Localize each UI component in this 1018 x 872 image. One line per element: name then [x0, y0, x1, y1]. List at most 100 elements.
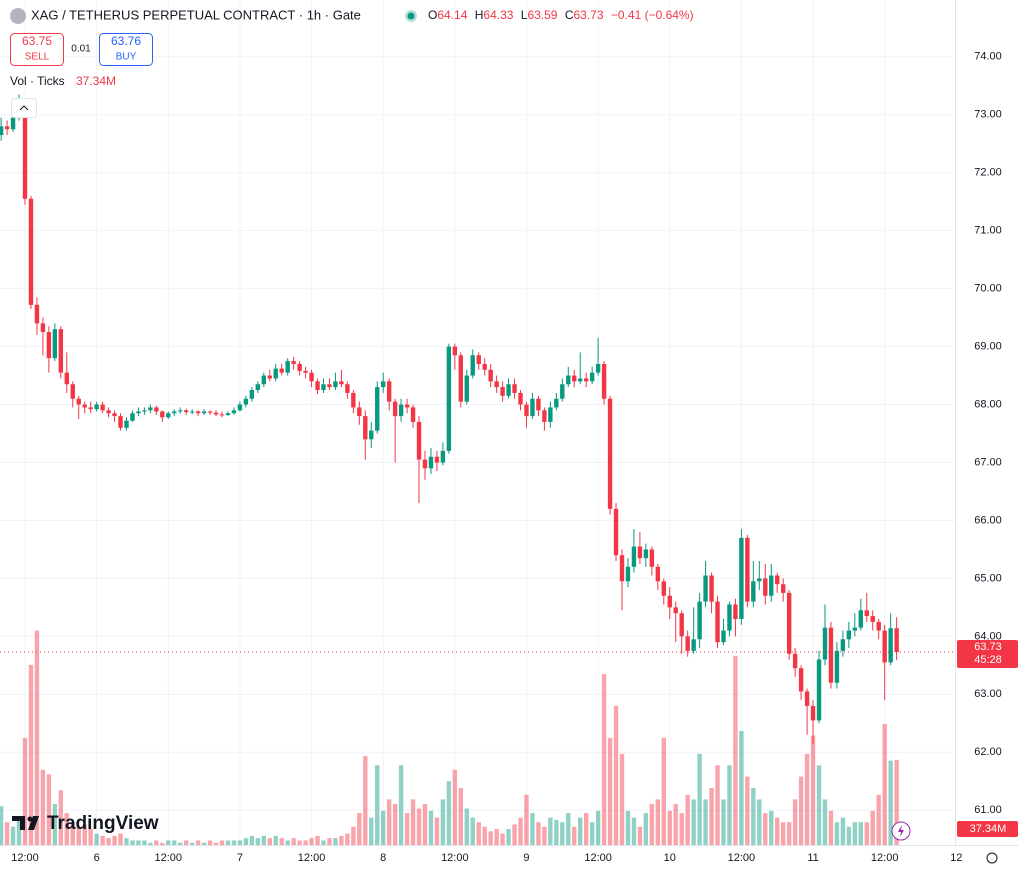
buy-button[interactable]	[99, 33, 153, 66]
volume-bar	[70, 822, 75, 845]
x-tick-label: 11	[807, 852, 818, 864]
volume-bar	[476, 822, 481, 845]
x-tick-label: 8	[380, 852, 386, 864]
volume-bar	[864, 822, 869, 845]
logo-dot	[27, 816, 33, 822]
volume-bar	[775, 817, 780, 845]
y-tick-label: 66.00	[974, 514, 1002, 526]
candle-body	[416, 421, 422, 460]
volume-bar	[828, 810, 834, 845]
candle-body	[488, 369, 493, 382]
volume-bar	[655, 799, 661, 845]
volume-bar	[500, 833, 505, 845]
volume-bar	[154, 840, 159, 845]
volume-bar	[46, 774, 52, 845]
candle-body	[512, 384, 517, 393]
candle-body	[428, 456, 434, 469]
candle-body	[780, 584, 786, 593]
volume-bar	[739, 731, 744, 845]
volume-bar	[381, 810, 386, 845]
candle-body	[643, 549, 649, 559]
candle-body	[661, 581, 666, 596]
candle-body	[243, 398, 249, 405]
candle-body	[536, 398, 541, 411]
volume-pane	[0, 630, 899, 845]
settings-icon[interactable]	[986, 852, 998, 864]
volume-bar	[548, 817, 553, 845]
candle-body	[506, 384, 511, 396]
candle-body	[822, 627, 828, 660]
candle-body	[667, 595, 672, 608]
x-tick-label: 9	[523, 852, 529, 864]
collapse-button[interactable]	[11, 98, 37, 118]
volume-bar	[882, 724, 887, 845]
volume-bar	[745, 776, 750, 845]
symbol-icon	[10, 8, 26, 24]
candle-body	[64, 372, 69, 385]
candle-body	[213, 412, 219, 415]
low-label: L	[521, 8, 528, 22]
candle-body	[201, 411, 207, 414]
volume-bar	[243, 838, 249, 845]
volume-bar	[136, 840, 141, 845]
volume-bar	[22, 737, 28, 845]
candle-body	[40, 323, 46, 333]
volume-bar	[583, 813, 589, 845]
candle-body	[231, 410, 237, 414]
candle-body	[786, 592, 792, 654]
candle-body	[566, 375, 571, 385]
volume-bar	[685, 794, 690, 845]
volume-bar	[852, 822, 858, 845]
candle-body	[578, 378, 583, 382]
candle-body	[739, 537, 744, 619]
volume-bar	[255, 838, 261, 845]
y-tick-label: 73.00	[974, 109, 1002, 121]
candle-body	[834, 650, 840, 683]
candle-body	[315, 381, 320, 391]
candle-body	[34, 304, 40, 324]
candle-body	[607, 398, 613, 509]
candle-body	[10, 117, 16, 130]
candle-body	[745, 537, 750, 602]
candle-body	[458, 355, 464, 402]
candle-body	[261, 375, 266, 385]
y-tick-label: 68.00	[974, 398, 1002, 410]
candle-body	[727, 604, 732, 631]
candle-body	[70, 384, 75, 399]
candle-body	[166, 413, 171, 418]
volume-bar	[697, 753, 702, 845]
volume-bar	[225, 840, 231, 845]
volume-bar	[727, 765, 732, 845]
candle-body	[637, 546, 643, 559]
candle-body	[189, 411, 195, 413]
symbol-title: XAG / TETHERUS PERPETUAL CONTRACT · 1h ·…	[31, 7, 361, 22]
candle-body	[112, 413, 117, 417]
candle-body	[333, 381, 338, 388]
volume-bar	[94, 833, 99, 845]
volume-bar	[357, 813, 362, 845]
sell-button[interactable]	[10, 33, 64, 66]
candle-body	[273, 368, 278, 379]
volume-bar	[16, 817, 22, 845]
volume-bar	[142, 840, 147, 845]
volume-bar	[667, 810, 672, 845]
candle-body	[267, 375, 272, 379]
x-tick-label: 12:00	[11, 852, 39, 864]
volume-bar	[410, 799, 416, 845]
candle-body	[464, 375, 469, 402]
volume-bar	[333, 838, 338, 845]
candle-body	[142, 410, 147, 412]
candle-body	[500, 387, 505, 396]
volume-bar	[58, 790, 64, 845]
candle-body	[894, 628, 899, 653]
volume-bar	[249, 835, 255, 845]
candle-body	[518, 392, 523, 405]
x-tick-label: 12:00	[728, 852, 756, 864]
volume-bar	[40, 769, 46, 845]
volume-bar	[189, 842, 195, 845]
candle-body	[589, 372, 595, 382]
volume-bar	[363, 756, 368, 845]
candle-body	[100, 404, 105, 411]
volume-bar	[607, 737, 613, 845]
candle-body	[285, 361, 290, 373]
